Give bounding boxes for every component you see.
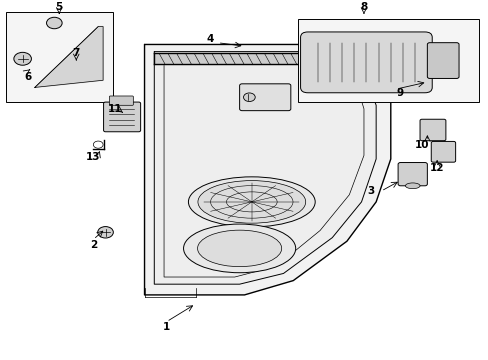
- Ellipse shape: [198, 181, 305, 223]
- Circle shape: [46, 17, 62, 29]
- Ellipse shape: [405, 183, 419, 189]
- Text: 11: 11: [108, 104, 122, 114]
- Text: 8: 8: [360, 2, 367, 12]
- FancyBboxPatch shape: [300, 32, 431, 93]
- Text: 6: 6: [24, 72, 31, 82]
- FancyBboxPatch shape: [109, 96, 133, 105]
- Text: 1: 1: [163, 322, 170, 332]
- Text: 9: 9: [396, 88, 403, 98]
- Bar: [5, 12, 113, 102]
- Ellipse shape: [197, 230, 281, 267]
- Text: 13: 13: [86, 152, 101, 162]
- FancyBboxPatch shape: [397, 162, 427, 186]
- Circle shape: [14, 52, 31, 65]
- Text: 3: 3: [367, 186, 374, 196]
- FancyBboxPatch shape: [419, 119, 445, 141]
- Polygon shape: [154, 51, 375, 284]
- Circle shape: [98, 226, 113, 238]
- Circle shape: [243, 93, 255, 102]
- Ellipse shape: [183, 224, 295, 273]
- Text: 10: 10: [414, 140, 429, 150]
- FancyBboxPatch shape: [103, 102, 141, 132]
- Bar: [298, 19, 478, 102]
- Text: 5: 5: [56, 2, 62, 12]
- Polygon shape: [144, 45, 390, 295]
- FancyBboxPatch shape: [430, 141, 455, 162]
- Text: 12: 12: [429, 163, 444, 173]
- Polygon shape: [35, 27, 103, 87]
- Text: 2: 2: [89, 240, 97, 250]
- Polygon shape: [154, 53, 322, 64]
- FancyBboxPatch shape: [239, 84, 290, 111]
- Ellipse shape: [188, 177, 315, 227]
- FancyBboxPatch shape: [427, 43, 458, 78]
- Text: 4: 4: [206, 34, 214, 44]
- Text: 7: 7: [72, 48, 80, 58]
